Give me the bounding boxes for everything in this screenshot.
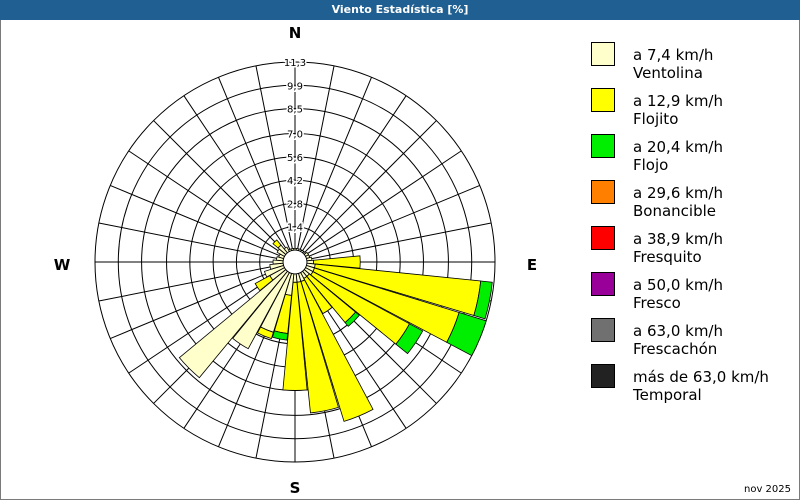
bar-NW-1: [272, 239, 282, 249]
legend-speed: a 7,4 km/h: [633, 46, 714, 64]
legend-item: a 7,4 km/h Ventolina: [591, 42, 791, 88]
bar-ESE-2: [446, 311, 487, 357]
ring-label: 2,8: [287, 199, 303, 210]
ring-label: 7,0: [287, 130, 303, 141]
bar-ESE-SE-2: [395, 323, 424, 355]
grid-spoke: [299, 77, 372, 252]
bar-SE-SSE-1: [303, 275, 333, 315]
compass-w: W: [54, 256, 71, 274]
grid-spoke: [305, 185, 480, 258]
legend-name: Fresquito: [633, 248, 702, 266]
chart-frame: 11,3 9,9 8,5 7,0 5,6 4,2 2,8 1,4 N E S W a 7,4 km/h…: [0, 20, 800, 500]
legend-swatch: [591, 180, 615, 204]
legend-name: Temporal: [633, 386, 702, 404]
legend-swatch: [591, 88, 615, 112]
window-title: Viento Estadística [%]: [0, 0, 800, 20]
ring-label: 11,3: [284, 58, 306, 69]
bar-SSW-1: [256, 326, 274, 340]
ring-label: 9,9: [287, 81, 303, 92]
legend-speed: a 63,0 km/h: [633, 322, 723, 340]
grid-spoke: [98, 222, 284, 261]
grid-spoke: [255, 65, 294, 251]
legend-speed: a 12,9 km/h: [633, 92, 723, 110]
legend-name: Ventolina: [633, 64, 703, 82]
bar-NW-NNW-0: [283, 246, 290, 254]
wind-rose-chart: 11,3 9,9 8,5 7,0 5,6 4,2 2,8 1,4 N E S W: [54, 24, 537, 497]
legend-item: a 63,0 km/h Frescachón: [591, 318, 791, 364]
grid-spoke: [110, 185, 285, 258]
compass-e: E: [527, 256, 537, 274]
bars: [178, 239, 493, 422]
bar-SW-WSW-1: [254, 275, 274, 292]
legend-name: Flojo: [633, 156, 669, 174]
legend-item: a 29,6 km/h Bonancible: [591, 180, 791, 226]
labels: 11,3 9,9 8,5 7,0 5,6 4,2 2,8 1,4 N E S W: [54, 24, 537, 497]
ring-label: 8,5: [287, 105, 303, 116]
legend-item: a 12,9 km/h Flojito: [591, 88, 791, 134]
legend-swatch: [591, 42, 615, 66]
bar-S-1: [282, 281, 308, 391]
grid-spoke: [296, 65, 335, 251]
legend-speed: a 50,0 km/h: [633, 276, 723, 294]
legend-item: a 20,4 km/h Flojo: [591, 134, 791, 180]
grid-spoke: [303, 120, 437, 254]
legend-swatch: [591, 318, 615, 342]
grid-spoke: [128, 150, 286, 256]
legend-swatch: [591, 364, 615, 388]
bar-WSW-0: [263, 265, 285, 278]
bar-SW-0: [178, 269, 288, 379]
legend-speed: a 20,4 km/h: [633, 138, 723, 156]
bar-W-WNW-0: [276, 256, 284, 262]
grid: [94, 61, 496, 463]
legend-item: a 38,9 km/h Fresquito: [591, 226, 791, 272]
legend-item: a 50,0 km/h Fresco: [591, 272, 791, 318]
grid-spoke: [183, 95, 289, 253]
bar-E-1: [313, 255, 361, 269]
bar-SE-2: [344, 311, 360, 327]
bar-WSW-W-0: [269, 262, 284, 270]
bar-SSE-S-1: [296, 280, 339, 414]
legend-swatch: [591, 134, 615, 158]
legend-name: Frescachón: [633, 340, 718, 358]
grid-spoke: [301, 95, 407, 253]
bar-S-SSW-2: [271, 330, 289, 341]
compass-s: S: [290, 479, 301, 497]
legend-name: Bonancible: [633, 202, 717, 220]
ring-label: 5,6: [287, 153, 303, 164]
compass-n: N: [289, 24, 302, 42]
bar-NNW-N-0: [290, 247, 295, 251]
bar-SSE-1: [300, 279, 374, 422]
bar-W-0: [272, 259, 284, 265]
grid-spoke: [304, 150, 462, 256]
legend-swatch: [591, 226, 615, 250]
grid-spoke: [218, 77, 291, 252]
bar-E-ESE-2: [473, 280, 493, 320]
legend-speed: a 38,9 km/h: [633, 230, 723, 248]
legend-speed: más de 63,0 km/h: [633, 368, 769, 386]
grid-spoke: [98, 263, 284, 302]
ring-label: 4,2: [287, 176, 303, 187]
grid-spoke: [153, 120, 287, 254]
legend-name: Flojito: [633, 110, 679, 128]
footer-date: nov 2025: [743, 484, 791, 495]
grid-spoke: [110, 266, 285, 339]
grid-spoke: [306, 222, 492, 261]
legend-name: Fresco: [633, 294, 681, 312]
legend-speed: a 29,6 km/h: [633, 184, 723, 202]
legend-item: más de 63,0 km/h Temporal: [591, 364, 791, 410]
bar-SSW-SW-0: [232, 270, 290, 350]
legend-swatch: [591, 272, 615, 296]
ring-label: 1,4: [287, 223, 303, 234]
